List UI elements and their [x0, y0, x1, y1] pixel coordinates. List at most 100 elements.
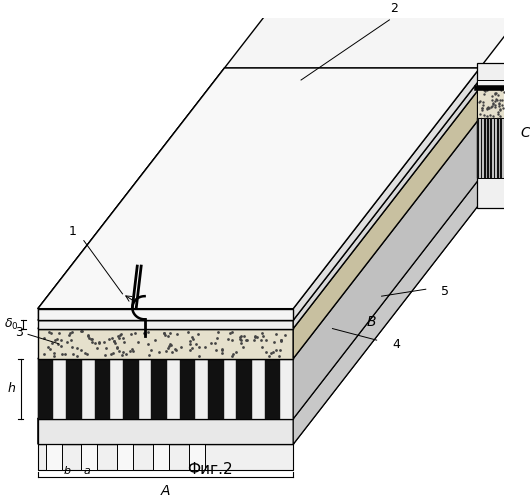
Point — [112, 343, 121, 351]
Point — [118, 348, 127, 356]
Point — [491, 103, 499, 111]
Polygon shape — [478, 80, 507, 88]
Point — [195, 352, 204, 360]
Point — [491, 90, 500, 98]
Point — [499, 104, 507, 112]
Polygon shape — [38, 178, 480, 419]
Polygon shape — [38, 0, 530, 308]
Point — [242, 336, 251, 344]
Point — [53, 335, 61, 343]
Point — [130, 329, 139, 337]
Point — [271, 330, 280, 338]
Point — [490, 101, 499, 109]
Point — [110, 340, 119, 347]
Point — [237, 336, 245, 344]
Point — [128, 346, 137, 354]
Point — [265, 352, 273, 360]
Point — [488, 98, 497, 106]
Point — [57, 342, 65, 350]
Point — [81, 350, 89, 358]
Point — [475, 110, 484, 118]
Point — [176, 343, 185, 351]
Point — [237, 332, 245, 340]
Text: 1: 1 — [68, 226, 76, 238]
Point — [154, 348, 163, 356]
Polygon shape — [66, 358, 82, 419]
Polygon shape — [265, 358, 280, 419]
Point — [262, 336, 270, 344]
Point — [484, 104, 493, 112]
Point — [489, 100, 498, 108]
Polygon shape — [38, 80, 480, 320]
Point — [479, 101, 487, 109]
Polygon shape — [38, 68, 480, 308]
Point — [494, 108, 502, 116]
Point — [100, 352, 109, 360]
Polygon shape — [38, 178, 480, 419]
Point — [231, 348, 240, 356]
Point — [141, 330, 149, 338]
Point — [478, 106, 486, 114]
Point — [228, 328, 236, 336]
Polygon shape — [180, 358, 196, 419]
Polygon shape — [478, 118, 479, 178]
Point — [281, 330, 289, 338]
Point — [147, 346, 155, 354]
Point — [134, 338, 143, 346]
Point — [251, 333, 260, 341]
Point — [494, 102, 503, 110]
Point — [267, 349, 275, 357]
Point — [496, 104, 505, 112]
Point — [258, 343, 266, 351]
Polygon shape — [123, 118, 325, 358]
Polygon shape — [478, 64, 507, 208]
Point — [257, 336, 265, 344]
Point — [217, 346, 226, 354]
Point — [240, 332, 248, 340]
Point — [84, 332, 92, 340]
Point — [237, 339, 245, 347]
Point — [186, 340, 194, 348]
Polygon shape — [38, 118, 240, 358]
Point — [188, 344, 196, 351]
Point — [63, 338, 71, 346]
Point — [160, 328, 168, 336]
Point — [57, 350, 66, 358]
Polygon shape — [38, 419, 293, 444]
Text: a: a — [84, 466, 91, 476]
Point — [498, 96, 507, 104]
Polygon shape — [478, 88, 507, 118]
Point — [87, 334, 96, 342]
Point — [121, 350, 130, 358]
Point — [51, 336, 60, 344]
Point — [228, 336, 236, 344]
Point — [95, 338, 103, 346]
Polygon shape — [208, 118, 410, 358]
Point — [492, 95, 501, 103]
Point — [189, 335, 197, 343]
Point — [491, 88, 499, 96]
Point — [261, 348, 270, 356]
Point — [480, 86, 489, 94]
Polygon shape — [208, 358, 224, 419]
Point — [479, 98, 488, 106]
Polygon shape — [38, 419, 293, 444]
Point — [120, 338, 128, 345]
Point — [479, 90, 488, 98]
Polygon shape — [293, 80, 480, 328]
Text: C: C — [520, 126, 530, 140]
Point — [86, 336, 95, 344]
Text: b: b — [64, 466, 71, 476]
Point — [229, 350, 237, 358]
Point — [115, 334, 123, 342]
Point — [73, 352, 81, 360]
Point — [486, 112, 494, 120]
Point — [102, 344, 111, 351]
Point — [128, 345, 136, 353]
Polygon shape — [504, 118, 505, 178]
Polygon shape — [117, 444, 133, 469]
Point — [498, 100, 506, 108]
Polygon shape — [38, 118, 480, 358]
Point — [259, 332, 267, 340]
Polygon shape — [478, 118, 507, 178]
